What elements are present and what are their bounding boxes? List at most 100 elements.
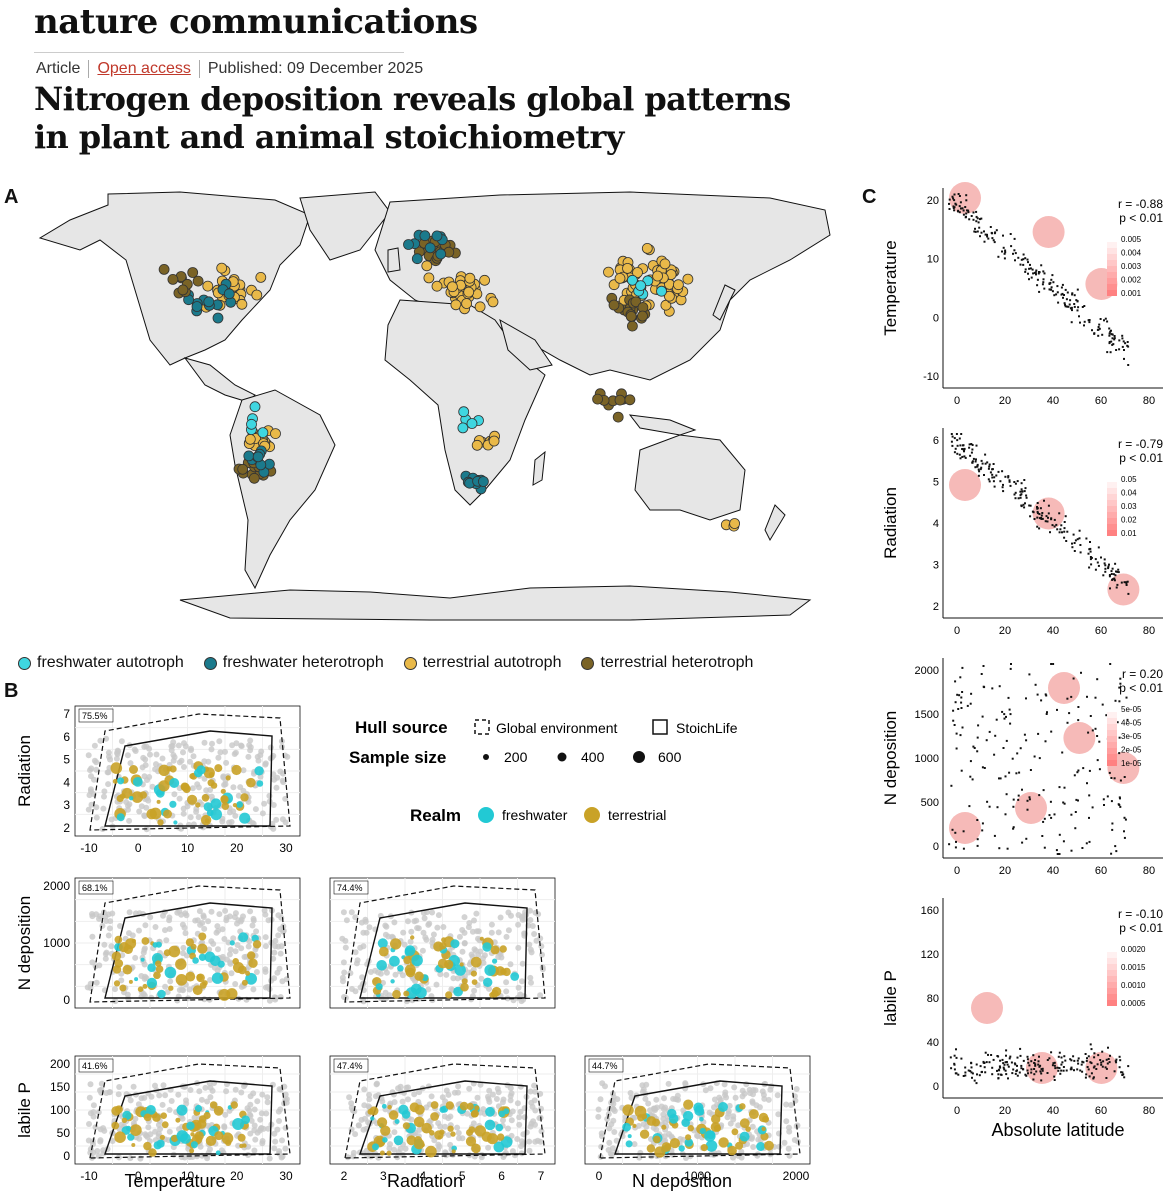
c-sample-point: [1069, 299, 1072, 302]
b-env-point: [473, 910, 480, 917]
b-env-point: [391, 1099, 398, 1106]
b-env-point: [245, 753, 252, 760]
c-sample-point: [966, 209, 968, 212]
c-sample-point: [1105, 714, 1108, 717]
c-sample-point: [1053, 1079, 1056, 1081]
b-sample-point: [484, 964, 496, 976]
open-access-link[interactable]: Open access: [97, 60, 191, 77]
b-env-point: [164, 989, 171, 996]
b-env-point: [259, 1138, 266, 1144]
journal-name[interactable]: nature communications: [34, 2, 478, 42]
b-env-point: [206, 946, 213, 953]
c-sample-point: [1106, 351, 1109, 354]
c-density-scale-cell: [1107, 290, 1117, 296]
c-sample-point: [1035, 1070, 1038, 1073]
c-sample-point: [1089, 1061, 1092, 1064]
c-sample-point: [1043, 287, 1046, 290]
c-sample-point: [958, 437, 961, 440]
b-env-point: [183, 912, 190, 919]
b-sample-point: [758, 1112, 769, 1123]
b-env-point: [171, 791, 178, 798]
b-env-point: [374, 1080, 380, 1087]
c-sample-point: [1109, 1054, 1111, 1057]
c-sample-point: [1034, 1059, 1037, 1061]
c-sample-point: [968, 805, 971, 808]
b-ytick-label: 7: [63, 707, 70, 721]
c-sample-point: [1077, 306, 1080, 309]
b-env-point: [748, 1135, 755, 1142]
b-sample-point: [491, 986, 502, 997]
b-env-point: [793, 1086, 800, 1092]
c-sample-point: [960, 433, 963, 435]
c-sample-point: [1046, 1059, 1049, 1061]
c-sample-point: [1010, 1061, 1013, 1064]
b-env-point: [611, 1129, 618, 1135]
b-env-point: [726, 1102, 733, 1109]
c-sample-point: [1040, 1068, 1043, 1071]
c-sample-point: [1106, 1062, 1109, 1065]
c-sample-point: [1013, 481, 1016, 483]
b-env-point: [443, 971, 450, 978]
b-env-point: [222, 907, 229, 914]
c-sample-point: [1047, 512, 1050, 515]
b-env-point: [531, 931, 538, 937]
b-env-point: [416, 1089, 423, 1096]
c-sample-point: [950, 440, 953, 443]
c-sample-point: [1104, 1066, 1107, 1069]
b-sample-point: [393, 1135, 404, 1146]
c-sample-point: [1038, 271, 1041, 274]
b-sample-point: [238, 932, 249, 943]
b-sample-point: [116, 813, 125, 822]
c-sample-point: [1021, 490, 1024, 493]
b-ytick-label: 4: [63, 775, 70, 789]
c-sample-point: [973, 1079, 976, 1082]
b-env-point: [266, 1155, 273, 1162]
b-env-point: [435, 912, 442, 919]
b-env-point: [266, 997, 273, 1004]
b-coverage-box: [78, 1058, 114, 1073]
b-env-point: [375, 1092, 382, 1099]
b-env-point: [595, 1113, 602, 1120]
c-sample-point: [1070, 1059, 1073, 1062]
b-env-point: [466, 1085, 473, 1092]
b-sample-point: [215, 1150, 221, 1156]
b-env-point: [627, 1090, 634, 1096]
b-xaxis-title-ndeposition: N deposition: [632, 1171, 732, 1191]
c-sample-point: [1101, 1050, 1104, 1053]
c-sample-point: [1108, 332, 1111, 335]
c-sample-point: [960, 1057, 963, 1060]
c-density-tick: 0.001: [1121, 289, 1142, 298]
b-env-point: [224, 956, 230, 963]
c-sample-point: [1119, 805, 1122, 808]
c-sample-point: [1094, 568, 1097, 571]
c-sample-point: [1063, 536, 1066, 539]
c-sample-point: [1097, 564, 1100, 567]
c-sample-point: [954, 680, 957, 683]
b-env-point: [471, 946, 478, 953]
map-point: [450, 299, 462, 311]
c-sample-point: [1077, 719, 1080, 722]
c-sample-point: [1017, 497, 1020, 500]
antarctica: [179, 585, 812, 621]
b-sample-point: [129, 796, 134, 801]
c-sample-point: [1026, 1069, 1029, 1072]
b-sample-point: [111, 1121, 120, 1130]
c-sample-point: [971, 448, 974, 451]
b-env-point: [216, 911, 223, 918]
b-env-point: [477, 1081, 484, 1088]
b-env-point: [247, 737, 254, 744]
b-env-point: [92, 1124, 99, 1131]
b-env-point: [730, 1113, 737, 1120]
c-sample-point: [1038, 290, 1041, 293]
c-sample-point: [1010, 245, 1013, 248]
c-sample-point: [990, 231, 993, 234]
b-env-point: [647, 1107, 653, 1114]
b-sample-point: [382, 1137, 388, 1143]
c-sample-point: [969, 760, 972, 763]
c-sample-point: [1079, 321, 1081, 324]
map-point: [632, 267, 643, 278]
b-env-point: [526, 1138, 533, 1145]
c-sample-point: [1058, 1051, 1061, 1054]
c-sample-point: [1006, 1063, 1009, 1066]
b-env-point: [445, 1132, 452, 1138]
